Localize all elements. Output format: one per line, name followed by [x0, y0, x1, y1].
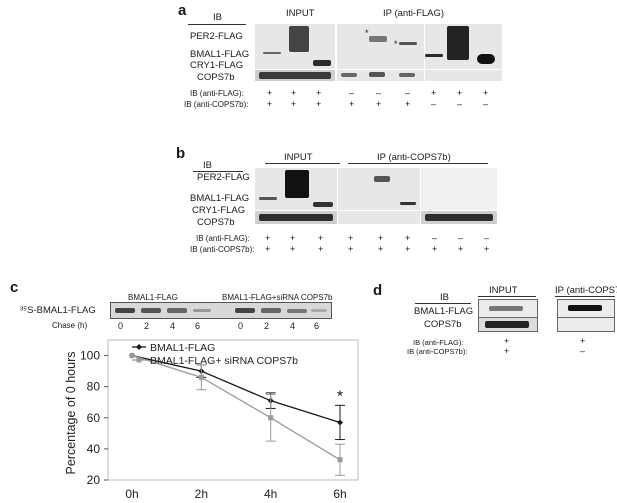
panel-b-ip-cops-blot — [338, 211, 420, 224]
data-point-1-1 — [198, 374, 204, 380]
panel-b-input-cops-blot — [255, 211, 337, 224]
x-tick-label-2h: 2h — [195, 487, 208, 501]
panel-d-input-bracket — [478, 296, 536, 297]
panel-a-row-cops7b: COPS7b — [197, 72, 235, 83]
y-axis-label: Percentage of 0 hours — [64, 352, 78, 475]
y-tick-label: 20 — [87, 473, 101, 487]
panel-a-row-bmal1: BMAL1-FLAG — [190, 49, 250, 60]
data-point-1-0 — [129, 353, 135, 359]
panel-b-ib-cops-label: IB (anti-COPS7b): — [190, 245, 255, 254]
panel-d-ib-underline — [415, 303, 471, 304]
panel-d-input-cops-blot — [478, 317, 538, 332]
panel-c-blot — [110, 302, 332, 319]
panel-a-input-label: INPUT — [286, 8, 315, 19]
data-point-1-2 — [268, 415, 274, 421]
y-tick-label: 100 — [80, 349, 100, 363]
panel-b-letter: b — [176, 145, 186, 162]
panel-a-ib-flag-label: IB (anti-FLAG): — [190, 89, 244, 98]
panel-b-ib-header: IB — [203, 160, 212, 171]
panel-a-input-cops-blot — [255, 70, 335, 81]
panel-b-row-cry1: CRY1-FLAG — [192, 205, 246, 216]
panel-b-ib-flag-label: IB (anti-FLAG): — [196, 234, 250, 243]
legend-label-0: BMAL1-FLAG — [150, 342, 215, 354]
panel-b-input-blot — [255, 168, 337, 210]
panel-b-ip-blot-2 — [421, 168, 497, 210]
data-point-0-3 — [337, 419, 343, 426]
panel-a-row-per2: PER2-FLAG — [190, 31, 243, 42]
panel-c-chase-label: Chase (h) — [52, 321, 88, 330]
asterisk-1: * — [365, 28, 369, 38]
panel-d-ib-header: IB — [440, 292, 449, 303]
panel-a-row-cry1: CRY1-FLAG — [190, 60, 244, 71]
chart-axes: 20 40 60 80 100 0h 2h 4h 6h — [80, 349, 347, 501]
panel-b-row-per2: PER2-FLAG — [197, 172, 250, 183]
panel-a-ip-cops-blot — [337, 70, 424, 81]
x-tick-label-0h: 0h — [125, 487, 138, 501]
asterisk-2: * — [394, 39, 398, 49]
panel-d-row-cops7b: COPS7b — [424, 319, 462, 330]
series-line-0 — [131, 354, 341, 424]
panel-a-ip-label: IP (anti-FLAG) — [383, 8, 445, 19]
panel-d-ip-label: IP (anti-COPS7b) — [555, 285, 617, 296]
chart-series: * — [129, 352, 345, 476]
panel-d-ib-flag-label: IB (anti-FLAG): — [413, 338, 464, 347]
panel-a-ip-blot: * * — [337, 24, 424, 69]
panel-d-letter: d — [373, 282, 383, 299]
panel-d-ib-cops-label: IB (anti-COPS7b): — [407, 347, 468, 356]
panel-a-ip-blot-2 — [425, 24, 502, 69]
panel-d-row-bmal1: BMAL1-FLAG — [414, 306, 474, 317]
series-line-1 — [131, 354, 341, 461]
panel-d-ip-bracket — [555, 296, 615, 297]
panel-d-input-bmal-blot — [478, 299, 538, 318]
panel-a-ib-underline — [188, 24, 246, 25]
y-tick-label: 80 — [87, 380, 101, 394]
panel-a-letter: a — [178, 2, 187, 19]
panel-b-ib-underline — [193, 171, 243, 172]
data-point-1-3 — [337, 457, 343, 463]
panel-b-input-bracket — [265, 163, 340, 164]
plot-frame — [107, 339, 359, 481]
panel-a-ib-cops-label: IB (anti-COPS7b): — [184, 100, 249, 109]
panel-d-ip-bmal-blot — [557, 299, 615, 318]
y-tick-label: 60 — [87, 411, 101, 425]
panel-a-ip-cops-blot-2 — [425, 70, 502, 81]
panel-c-group2-label: BMAL1-FLAG+siRNA COPS7b — [222, 293, 333, 302]
panel-d-ip-cops-blot — [557, 317, 615, 332]
panel-d-input-label: INPUT — [489, 285, 518, 296]
panel-b-ip-bracket — [348, 163, 488, 164]
panel-c-blot-label: ³⁵S-BMAL1-FLAG — [20, 305, 96, 316]
panel-a-ib-header: IB — [213, 12, 222, 23]
panel-a-input-blot — [255, 24, 335, 69]
panel-b-input-label: INPUT — [284, 152, 313, 163]
x-tick-label-4h: 4h — [264, 487, 277, 501]
significance-asterisk: * — [337, 388, 343, 405]
y-tick-label: 40 — [87, 442, 101, 456]
panel-b-row-cops7b: COPS7b — [197, 217, 235, 228]
panel-c-group1-label: BMAL1-FLAG — [128, 293, 178, 302]
x-tick-label-6h: 6h — [333, 487, 346, 501]
degradation-line-chart: 20 40 60 80 100 0h 2h 4h 6h * BMAL1-FLAGBMAL1-FL… — [64, 339, 359, 501]
panel-c-letter: c — [10, 279, 19, 296]
panel-b-ip-blot — [338, 168, 420, 210]
legend-label-1: BMAL1-FLAG+ siRNA COPS7b — [150, 355, 298, 367]
panel-b-ip-cops-blot-2 — [421, 211, 497, 224]
panel-b-ip-label: IP (anti-COPS7b) — [377, 152, 451, 163]
panel-b-row-bmal1: BMAL1-FLAG — [190, 193, 250, 204]
